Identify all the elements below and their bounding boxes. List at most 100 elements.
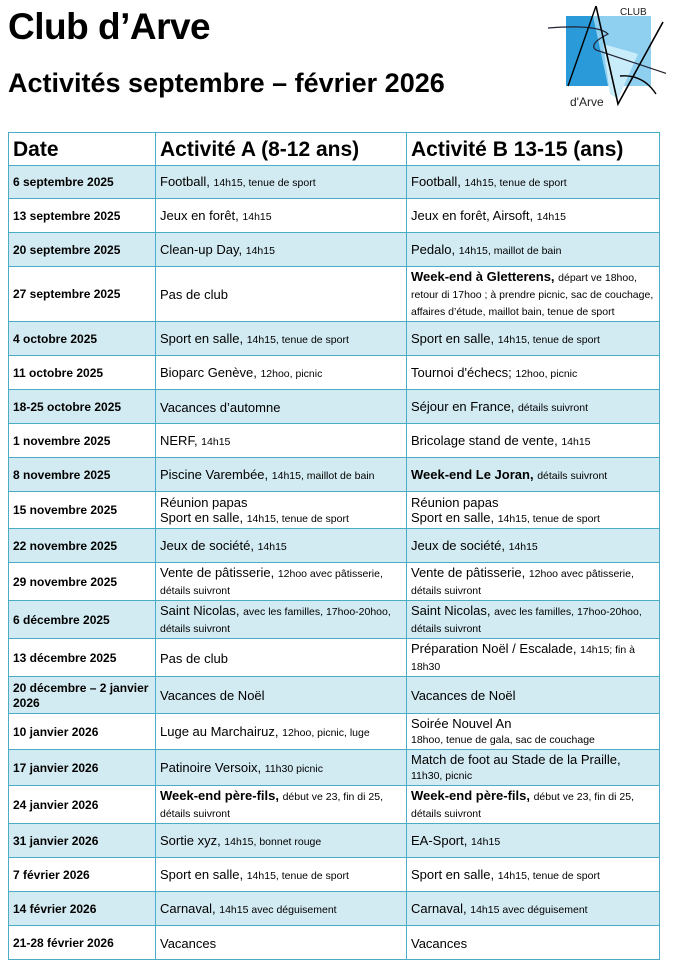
activity-details: 12hoo, picnic — [260, 367, 323, 380]
activity-name: Carnaval, — [411, 900, 471, 916]
date-cell: 10 janvier 2026 — [8, 713, 156, 750]
activity-a-cell: Réunion papas Sport en salle, 14h15, tenu… — [155, 491, 407, 529]
cell-line: EA-Sport, 14h15 — [411, 833, 655, 850]
activity-a-cell: NERF, 14h15 — [155, 423, 407, 458]
activity-b-cell: Football, 14h15, tenue de sport — [406, 165, 660, 199]
cell-line: Sport en salle, 14h15, tenue de sport — [411, 510, 655, 527]
table-row: 11 octobre 2025 Bioparc Genève, 12hoo, pi… — [8, 355, 660, 390]
activity-b-cell: Réunion papas Sport en salle, 14h15, tenu… — [406, 491, 660, 529]
activity-a-cell: Vente de pâtisserie, 12hoo avec pâtisser… — [155, 562, 407, 601]
column-header-date: Date — [8, 132, 156, 166]
activity-a-cell: Luge au Marchairuz, 12hoo, picnic, luge — [155, 713, 407, 750]
activity-name: Sport en salle, — [411, 330, 498, 346]
activity-details: avec les familles, 17hoo-20hoo, détails … — [160, 606, 391, 635]
cell-line: Soirée Nouvel An — [411, 716, 655, 731]
activity-details: avec les familles, 17hoo-20hoo, détails … — [411, 606, 642, 635]
cell-line: Vacances de Noël — [160, 688, 402, 703]
activity-name: Match de foot au Stade de la Praille, — [411, 752, 621, 767]
activity-b-cell: Sport en salle, 14h15, tenue de sport — [406, 321, 660, 356]
column-header-activity-b: Activité B 13-15 (ans) — [406, 132, 660, 166]
activity-details: 14h15, tenue de sport — [497, 512, 600, 525]
date-cell: 20 décembre – 2 janvier 2026 — [8, 676, 156, 714]
activity-a-cell: Vacances d’automne — [155, 389, 407, 424]
activity-details: 14h15, maillot de bain — [458, 244, 562, 257]
table-row: 24 janvier 2026 Week-end père-fils, début… — [8, 785, 660, 824]
cell-line: Bricolage stand de vente, 14h15 — [411, 433, 655, 450]
activity-a-cell: Piscine Varembée, 14h15, maillot de bain — [155, 457, 407, 492]
activity-details: 12hoo avec pâtisserie, détails suivront — [411, 568, 634, 597]
activity-details: 14h15 avec déguisement — [219, 903, 337, 916]
activity-name: Bricolage stand de vente, — [411, 432, 562, 448]
activity-name: Sport en salle, — [411, 866, 498, 882]
activity-name: Vacances d’automne — [160, 399, 281, 415]
activity-details: 14h15, tenue de sport — [497, 869, 600, 882]
cell-line: 18hoo, tenue de gala, sac de couchage — [411, 731, 655, 748]
cell-line: Jeux de société, 14h15 — [411, 538, 655, 555]
activity-details: détails suivront — [517, 401, 588, 414]
activity-a-cell: Clean-up Day, 14h15 — [155, 232, 407, 267]
activity-name: Week-end à Gletterens, — [411, 269, 559, 284]
document-title: Club d’Arve — [8, 6, 211, 47]
cell-line: Week-end à Gletterens, départ ve 18hoo, … — [411, 269, 655, 320]
activity-name: Week-end père-fils, — [160, 788, 283, 803]
activity-b-cell: Vente de pâtisserie, 12hoo avec pâtisser… — [406, 562, 660, 601]
activity-details: 14h15 — [242, 210, 272, 223]
activity-details: 12hoo, picnic, luge — [282, 726, 370, 739]
activity-details: 14h15, maillot de bain — [271, 469, 375, 482]
cell-line: Carnaval, 14h15 avec déguisement — [160, 901, 402, 918]
activity-name: Réunion papas — [160, 494, 248, 510]
activity-name: Préparation Noël / Escalade, — [411, 641, 581, 656]
table-row: 6 décembre 2025 Saint Nicolas, avec les f… — [8, 600, 660, 639]
table-row: 22 novembre 2025 Jeux de société, 14h15 Je… — [8, 528, 660, 563]
activity-details: 11h30 picnic — [264, 762, 323, 775]
activity-a-cell: Football, 14h15, tenue de sport — [155, 165, 407, 199]
cell-line: Réunion papas — [160, 495, 402, 510]
cell-line: Sortie xyz, 14h15, bonnet rouge — [160, 833, 402, 850]
activity-details: 14h15 — [245, 244, 275, 257]
activity-name: Pedalo, — [411, 241, 459, 257]
table-row: 10 janvier 2026 Luge au Marchairuz, 12hoo… — [8, 713, 660, 750]
column-header-activity-a: Activité A (8-12 ans) — [155, 132, 407, 166]
activity-a-cell: Patinoire Versoix, 11h30 picnic — [155, 749, 407, 786]
table-row: 20 septembre 2025 Clean-up Day, 14h15 Peda… — [8, 232, 660, 267]
date-cell: 6 décembre 2025 — [8, 600, 156, 639]
activity-details: 14h15, tenue de sport — [213, 177, 316, 189]
activity-a-cell: Vacances de Noël — [155, 676, 407, 714]
activity-name: Pas de club — [160, 650, 228, 666]
cell-line: Pas de club — [160, 651, 402, 666]
cell-line: Jeux de société, 14h15 — [160, 538, 402, 555]
table-row: 4 octobre 2025 Sport en salle, 14h15, ten… — [8, 321, 660, 356]
activity-details: 14h15 — [536, 210, 566, 223]
activity-name: EA-Sport, — [411, 832, 471, 848]
activity-name: Vacances — [160, 935, 217, 951]
activity-a-cell: Carnaval, 14h15 avec déguisement — [155, 891, 407, 926]
activity-b-cell: Carnaval, 14h15 avec déguisement — [406, 891, 660, 926]
activity-b-cell: Vacances — [406, 925, 660, 960]
table-row: 20 décembre – 2 janvier 2026 Vacances de … — [8, 676, 660, 714]
table-row: 1 novembre 2025 NERF, 14h15 Bricolage stan… — [8, 423, 660, 458]
date-cell: 13 septembre 2025 — [8, 198, 156, 233]
table-row: 14 février 2026 Carnaval, 14h15 avec dégu… — [8, 891, 660, 926]
activity-name: Clean-up Day, — [160, 241, 246, 257]
activity-name: Soirée Nouvel An — [411, 716, 512, 731]
activity-b-cell: Tournoi d'échecs; 12hoo, picnic — [406, 355, 660, 390]
activity-name: Piscine Varembée, — [160, 466, 272, 482]
date-cell: 15 novembre 2025 — [8, 491, 156, 529]
activity-details: 12hoo avec pâtisserie, détails suivront — [160, 568, 383, 597]
activity-details: 14h15 — [470, 835, 501, 848]
cell-line: Pas de club — [160, 287, 402, 302]
activity-details: 14h15 — [201, 435, 231, 448]
activity-name: Pas de club — [160, 287, 228, 302]
activity-a-cell: Pas de club — [155, 266, 407, 322]
activity-details: 14h15 — [257, 540, 287, 553]
activity-details: 14h15, tenue de sport — [246, 869, 349, 882]
activity-a-cell: Saint Nicolas, avec les familles, 17hoo-… — [155, 600, 407, 639]
table-row: 7 février 2026 Sport en salle, 14h15, ten… — [8, 857, 660, 892]
table-row: 27 septembre 2025 Pas de club Week-end à G… — [8, 266, 660, 322]
activity-name: Vacances — [411, 935, 468, 951]
cell-line: Vacances — [160, 936, 402, 951]
date-cell: 6 septembre 2025 — [8, 165, 156, 199]
club-logo: CLUB d'Arve — [548, 5, 666, 109]
cell-line: Piscine Varembée, 14h15, maillot de bain — [160, 467, 402, 484]
cell-line: Week-end Le Joran, détails suivront — [411, 467, 655, 484]
